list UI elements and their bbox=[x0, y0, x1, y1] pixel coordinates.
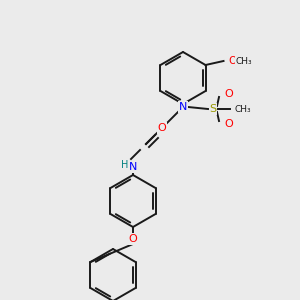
Text: CH₃: CH₃ bbox=[235, 104, 251, 113]
Text: N: N bbox=[179, 102, 187, 112]
Text: O: O bbox=[225, 119, 233, 129]
Text: O: O bbox=[228, 56, 237, 66]
Text: CH₃: CH₃ bbox=[235, 56, 252, 65]
Text: O: O bbox=[158, 123, 166, 133]
Text: N: N bbox=[129, 162, 137, 172]
Text: S: S bbox=[209, 104, 217, 114]
Text: O: O bbox=[225, 89, 233, 99]
Text: H: H bbox=[121, 160, 129, 170]
Text: O: O bbox=[129, 234, 137, 244]
